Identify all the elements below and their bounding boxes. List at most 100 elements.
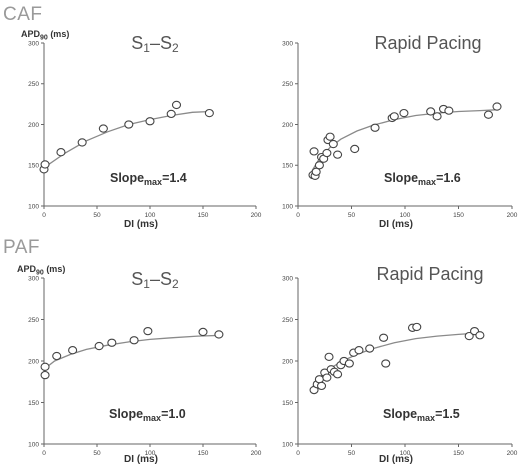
data-point — [464, 331, 474, 341]
data-point — [483, 110, 494, 119]
y-tick-label: 250 — [28, 81, 39, 88]
x-axis-label: DI (ms) — [124, 454, 158, 464]
group-label-paf: PAF — [3, 237, 40, 258]
y-tick-label: 250 — [28, 317, 39, 324]
x-tick-label: 150 — [453, 212, 464, 219]
x-tick-label: 50 — [348, 450, 356, 457]
x-tick-label: 0 — [42, 450, 46, 457]
data-point — [324, 352, 334, 361]
y-tick-label: 150 — [28, 163, 39, 170]
y-axis-label: APD90 (ms) — [17, 264, 65, 277]
data-point — [370, 123, 380, 132]
data-point — [350, 144, 360, 154]
x-tick-label: 0 — [42, 212, 46, 219]
data-point — [124, 120, 134, 129]
y-tick-label: 100 — [282, 203, 293, 210]
chart-panel-2: 100 150 200 250 300 0 50 100 150 200 Rapid Pacing D… — [282, 33, 518, 230]
data-point — [198, 327, 208, 337]
data-point — [399, 108, 409, 118]
y-tick-label: 150 — [282, 400, 293, 407]
slope-annotation: Slopemax=1.5 — [383, 407, 460, 423]
y-tick-label: 250 — [282, 317, 293, 324]
data-point — [316, 381, 327, 391]
chart-panel-1: 100 150 200 250 300 0 50 100 150 200 S1–S2 APD90 (m… — [21, 29, 262, 230]
data-point — [325, 132, 335, 141]
panels: 100 150 200 250 300 0 50 100 150 200 S1–S2 APD90 (m… — [17, 29, 518, 464]
x-tick-label: 100 — [145, 450, 156, 457]
data-point — [314, 161, 324, 170]
y-tick-label: 200 — [28, 358, 39, 365]
y-tick-label: 300 — [28, 40, 39, 47]
data-point — [309, 147, 319, 156]
data-point — [328, 139, 338, 149]
x-axis-label: DI (ms) — [379, 219, 413, 230]
data-point — [475, 331, 485, 340]
y-tick-label: 100 — [28, 441, 39, 448]
data-point — [40, 362, 50, 371]
x-tick-label: 50 — [93, 450, 101, 457]
data-point — [322, 148, 332, 158]
x-tick-label: 50 — [93, 212, 101, 219]
x-axis-label: DI (ms) — [124, 219, 158, 230]
data-point — [98, 124, 108, 133]
x-tick-label: 200 — [507, 212, 518, 219]
y-tick-label: 200 — [282, 122, 293, 129]
data-point — [143, 326, 153, 336]
panel-title: S1–S2 — [131, 33, 179, 55]
data-point — [389, 112, 399, 121]
data-point — [432, 112, 442, 121]
data-point — [77, 138, 87, 147]
x-tick-label: 200 — [507, 450, 518, 457]
data-point — [145, 117, 155, 126]
data-point — [107, 338, 117, 347]
x-tick-label: 150 — [198, 212, 209, 219]
x-tick-label: 200 — [251, 450, 262, 457]
data-point — [412, 322, 422, 332]
data-point — [166, 109, 176, 119]
x-tick-label: 150 — [453, 450, 464, 457]
x-tick-label: 0 — [296, 450, 300, 457]
fit-curve — [311, 109, 497, 172]
data-point — [344, 359, 354, 368]
x-axis-label: DI (ms) — [379, 454, 413, 464]
data-point — [379, 333, 389, 342]
data-point — [214, 330, 224, 339]
group-label-caf: CAF — [3, 4, 43, 25]
data-point — [40, 370, 50, 380]
x-tick-label: 100 — [400, 450, 411, 457]
x-tick-label: 50 — [348, 212, 356, 219]
data-point — [444, 106, 454, 115]
data-point — [365, 344, 375, 353]
data-point — [68, 346, 78, 355]
x-tick-label: 200 — [251, 212, 262, 219]
data-point — [52, 351, 62, 361]
data-point — [381, 359, 391, 368]
y-axis-label: APD90 (ms) — [21, 29, 69, 42]
y-tick-label: 150 — [28, 400, 39, 407]
data-point — [492, 102, 502, 111]
data-point — [322, 373, 332, 382]
slope-annotation: Slopemax=1.4 — [110, 171, 187, 187]
data-point — [56, 148, 66, 157]
fit-curve — [43, 110, 211, 169]
data-point — [94, 341, 104, 351]
chart-panel-3: 100 150 200 250 300 0 50 100 150 200 S1–S2 APD90 (m… — [17, 264, 262, 464]
panel-title: Rapid Pacing — [374, 33, 481, 53]
data-point — [204, 108, 214, 118]
data-point — [333, 150, 343, 159]
x-tick-label: 100 — [145, 212, 156, 219]
x-tick-label: 150 — [198, 450, 209, 457]
data-point — [426, 107, 436, 116]
y-tick-label: 100 — [282, 441, 293, 448]
y-tick-label: 200 — [28, 122, 39, 129]
data-point — [314, 375, 324, 384]
y-tick-label: 250 — [282, 81, 293, 88]
y-tick-label: 300 — [282, 40, 293, 47]
x-tick-label: 100 — [400, 212, 411, 219]
data-point — [129, 336, 139, 345]
data-point — [333, 370, 343, 379]
y-tick-label: 300 — [28, 275, 39, 282]
slope-annotation: Slopemax=1.6 — [384, 171, 461, 187]
y-tick-label: 100 — [28, 203, 39, 210]
